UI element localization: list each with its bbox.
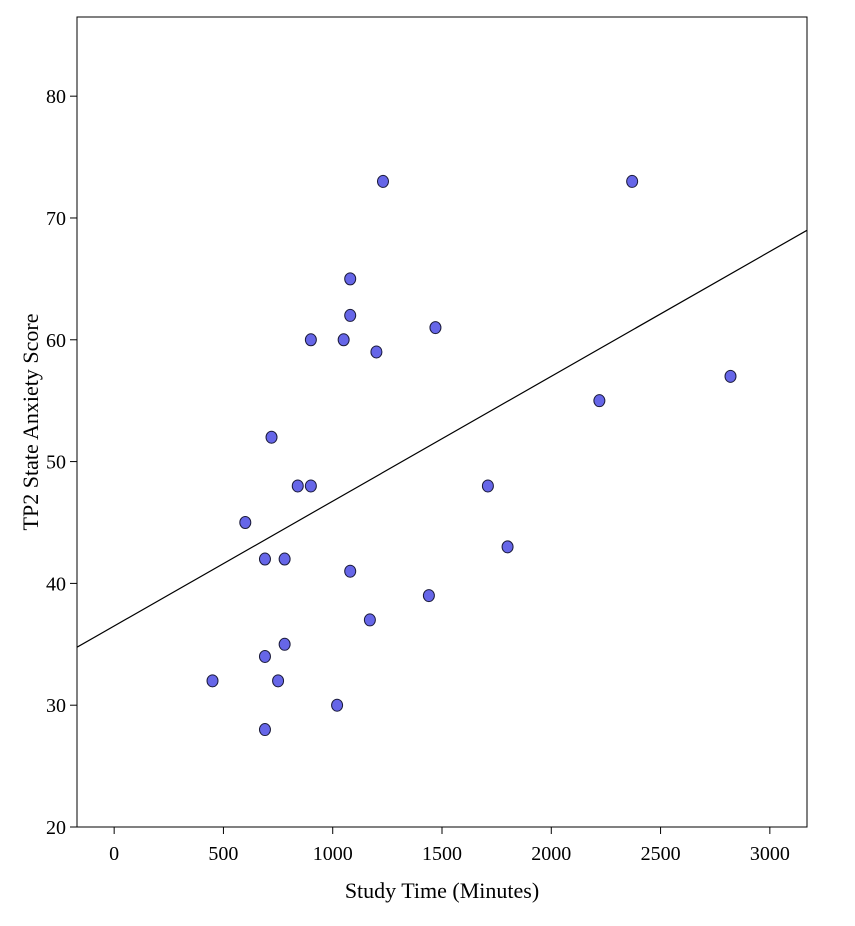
x-tick-label: 3000 [750, 843, 790, 865]
plot-frame [76, 16, 808, 828]
data-point [278, 637, 291, 651]
y-tick-label: 70 [46, 208, 66, 230]
data-point [344, 564, 357, 578]
x-tick-label: 1500 [422, 843, 462, 865]
data-point [304, 479, 317, 493]
data-point [626, 174, 639, 188]
y-tick-label: 30 [46, 695, 66, 717]
data-point [501, 540, 514, 554]
y-tick-label: 60 [46, 330, 66, 352]
x-axis-label: Study Time (Minutes) [345, 878, 539, 903]
y-tick-label: 80 [46, 86, 66, 108]
data-point [331, 698, 344, 712]
y-tick-label: 50 [46, 452, 66, 474]
data-point [429, 321, 442, 335]
y-axis-label: TP2 State Anxiety Score [18, 314, 43, 531]
y-tick-label: 40 [46, 573, 66, 595]
x-tick-label: 2000 [531, 843, 571, 865]
data-point [265, 430, 278, 444]
data-point [376, 174, 389, 188]
x-tick-label: 0 [109, 843, 119, 865]
x-tick-label: 500 [208, 843, 238, 865]
data-point [258, 723, 271, 737]
data-point [422, 589, 435, 603]
data-point [593, 394, 606, 408]
data-point [481, 479, 494, 493]
data-point [258, 649, 271, 663]
data-point [258, 552, 271, 566]
data-point [724, 369, 737, 383]
data-point [370, 345, 383, 359]
data-point [206, 674, 219, 688]
data-point [304, 333, 317, 347]
x-tick-label: 2500 [641, 843, 681, 865]
x-tick-label: 1000 [313, 843, 353, 865]
data-point [344, 272, 357, 286]
data-point [272, 674, 285, 688]
data-point [239, 515, 252, 529]
y-tick-label: 20 [46, 817, 66, 839]
data-point [344, 308, 357, 322]
data-point [291, 479, 304, 493]
data-point [363, 613, 376, 627]
data-point [337, 333, 350, 347]
regression-line [77, 229, 807, 648]
data-point [278, 552, 291, 566]
